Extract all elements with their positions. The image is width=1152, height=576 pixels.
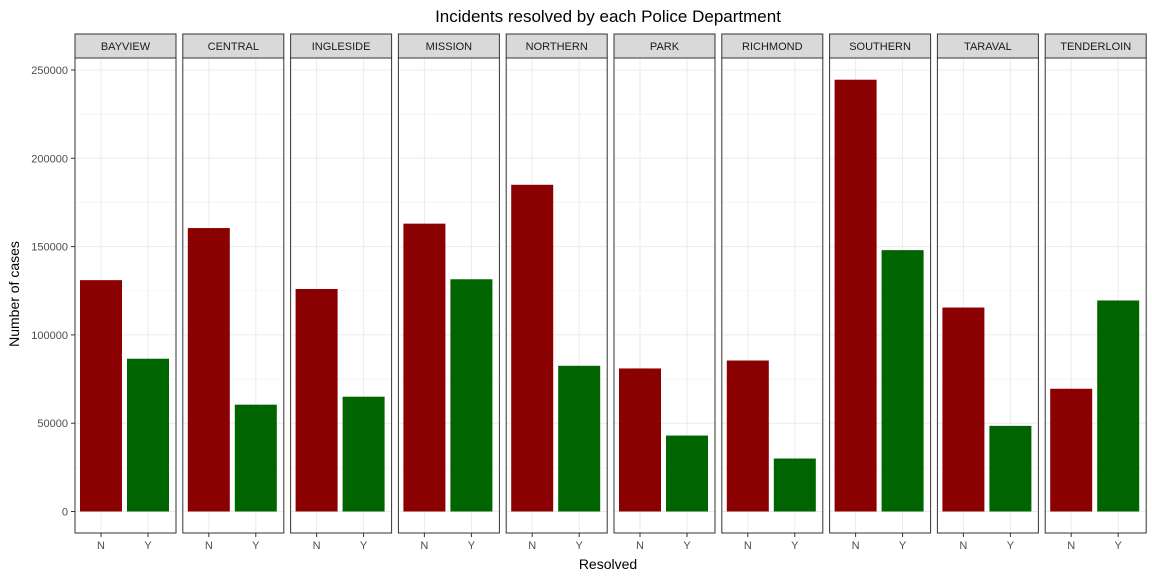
panel-border xyxy=(74,57,177,534)
bar-y xyxy=(234,404,277,512)
x-axis-title: Resolved xyxy=(579,556,637,572)
facet-strip-label: CENTRAL xyxy=(208,41,259,53)
bar-y xyxy=(881,250,924,512)
facet-panel: TARAVAL N Y xyxy=(936,33,1039,552)
bar-y xyxy=(1097,300,1140,512)
x-tick-label: Y xyxy=(252,540,260,552)
facet-panel: NORTHERN N Y xyxy=(505,33,608,552)
y-axis: 0 50000 100000 150000 200000 250000 xyxy=(31,65,75,519)
panel-border xyxy=(829,57,932,534)
panel-border xyxy=(182,57,285,534)
facet-panel: CENTRAL N Y xyxy=(182,33,285,552)
x-tick-label: Y xyxy=(683,540,691,552)
facet-strip xyxy=(721,33,824,59)
facet-strip-label: NORTHERN xyxy=(526,41,588,53)
x-tick-label: N xyxy=(744,540,752,552)
x-tick-label: N xyxy=(97,540,105,552)
x-tick-label: N xyxy=(636,540,644,552)
facet-panel: INGLESIDE N Y xyxy=(290,33,393,552)
facet-strip-label: MISSION xyxy=(426,41,473,53)
bar-n xyxy=(1050,388,1093,512)
x-tick-label: Y xyxy=(899,540,907,552)
bar-n xyxy=(619,368,661,512)
bar-y xyxy=(666,435,708,512)
bar-y xyxy=(342,396,385,512)
bar-n xyxy=(403,223,446,512)
facet-panel: MISSION N Y xyxy=(397,33,500,552)
facet-strip xyxy=(505,33,608,59)
y-tick-label: 150000 xyxy=(31,242,68,254)
x-tick-label: Y xyxy=(1115,540,1123,552)
bar-n xyxy=(187,228,230,512)
bar-y xyxy=(127,358,169,512)
bar-n xyxy=(942,307,985,512)
bar-y xyxy=(989,425,1032,512)
x-tick-label: N xyxy=(420,540,428,552)
facet-strip xyxy=(613,33,716,59)
panel-border xyxy=(721,57,824,534)
facet-strip xyxy=(182,33,285,59)
panel-border xyxy=(936,57,1039,534)
x-tick-label: N xyxy=(959,540,967,552)
x-tick-label: Y xyxy=(360,540,368,552)
bar-y xyxy=(773,458,816,512)
facet-panel: TENDERLOIN N Y xyxy=(1044,33,1147,552)
bar-n xyxy=(726,360,769,512)
y-tick-label: 0 xyxy=(62,507,68,519)
bar-n xyxy=(80,280,122,512)
x-tick-label: N xyxy=(852,540,860,552)
bar-y xyxy=(558,365,601,512)
panel-border xyxy=(290,57,393,534)
bar-y xyxy=(450,279,493,512)
x-tick-label: Y xyxy=(144,540,152,552)
facet-panel: BAYVIEW N Y xyxy=(74,33,177,552)
facet-strip xyxy=(829,33,932,59)
facet-panel: PARK N Y xyxy=(613,33,716,552)
y-tick-label: 250000 xyxy=(31,65,68,77)
facet-panel: RICHMOND N Y xyxy=(721,33,824,552)
x-tick-label: Y xyxy=(1007,540,1015,552)
y-axis-title: Number of cases xyxy=(6,241,22,347)
facet-strip-label: INGLESIDE xyxy=(312,41,371,53)
bar-n xyxy=(511,184,554,512)
x-tick-label: N xyxy=(1067,540,1075,552)
x-tick-label: Y xyxy=(468,540,476,552)
facet-strip-label: RICHMOND xyxy=(742,41,803,53)
facet-strip-label: SOUTHERN xyxy=(849,41,911,53)
x-tick-label: N xyxy=(205,540,213,552)
facet-strip-label: TENDERLOIN xyxy=(1060,41,1131,53)
y-tick-label: 50000 xyxy=(37,418,68,430)
facet-panel: SOUTHERN N Y xyxy=(829,33,932,552)
facet-strip-label: BAYVIEW xyxy=(101,41,151,53)
y-tick-label: 100000 xyxy=(31,330,68,342)
x-tick-label: N xyxy=(528,540,536,552)
facet-strip xyxy=(397,33,500,59)
x-tick-label: Y xyxy=(791,540,799,552)
panel-border xyxy=(505,57,608,534)
y-tick-label: 200000 xyxy=(31,153,68,165)
bar-n xyxy=(834,79,877,512)
chart-title: Incidents resolved by each Police Depart… xyxy=(435,7,781,26)
panel-border xyxy=(613,57,716,534)
facet-strip-label: TARAVAL xyxy=(964,41,1012,53)
facet-strip-label: PARK xyxy=(650,41,680,53)
panel-border xyxy=(397,57,500,534)
x-tick-label: Y xyxy=(576,540,584,552)
x-tick-label: N xyxy=(313,540,321,552)
bar-n xyxy=(295,288,338,512)
panel-border xyxy=(1044,57,1147,534)
